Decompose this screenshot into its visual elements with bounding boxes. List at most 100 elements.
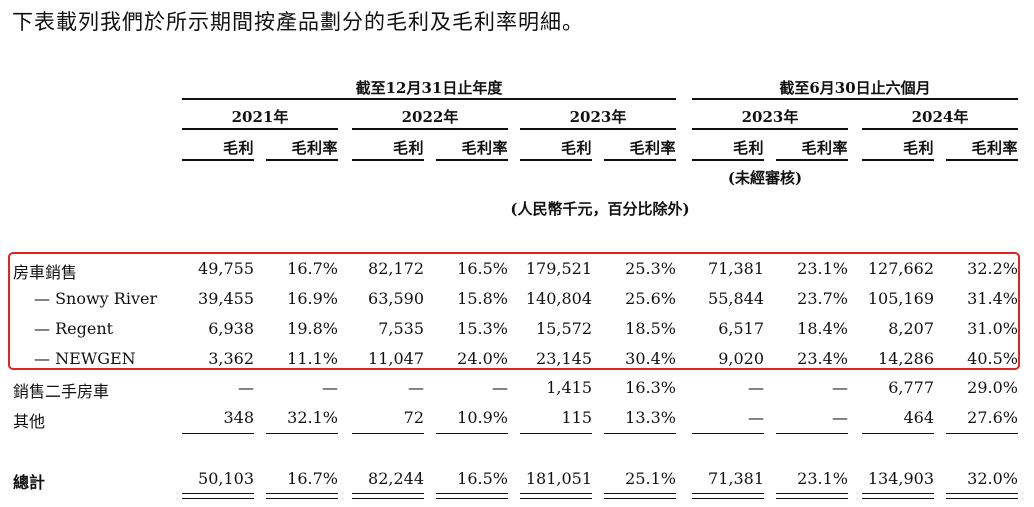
- table-cell: 3,362: [208, 349, 254, 368]
- table-cell: 72: [403, 408, 424, 427]
- subtotal-rule: [692, 433, 764, 434]
- row-label: 房車銷售: [13, 263, 78, 282]
- subheader-gross-profit: 毛利: [222, 139, 254, 157]
- subtotal-rule: [776, 433, 848, 434]
- table-cell: 16.9%: [287, 289, 338, 308]
- table-cell: 1,415: [546, 378, 592, 397]
- total-label: 總計: [13, 473, 46, 492]
- table-cell: 23.1%: [797, 469, 848, 488]
- subheader-gross-margin: 毛利率: [801, 139, 848, 157]
- rule-subheader: [946, 159, 1018, 161]
- row-label: — Snowy River: [34, 289, 158, 308]
- rule-year-2023-h1: [692, 128, 848, 130]
- table-cell: 25.1%: [625, 469, 676, 488]
- table-cell: 16.3%: [625, 378, 676, 397]
- subheader-gross-profit: 毛利: [560, 139, 592, 157]
- subtotal-rule: [266, 433, 338, 434]
- subtotal-rule: [520, 433, 592, 434]
- subtotal-rule: [352, 433, 424, 434]
- table-cell: 6,517: [718, 319, 764, 338]
- table-cell: 6,938: [208, 319, 254, 338]
- subheader-gross-profit: 毛利: [392, 139, 424, 157]
- row-label: 銷售二手房車: [13, 382, 110, 401]
- rule-year-2023: [520, 128, 676, 130]
- table-cell: 82,172: [368, 259, 424, 278]
- table-cell: —: [832, 378, 848, 397]
- rule-subheader: [692, 159, 764, 161]
- table-cell: 55,844: [708, 289, 764, 308]
- rule-full-year: [182, 98, 676, 100]
- table-cell: 15.8%: [457, 289, 508, 308]
- table-cell: 11,047: [368, 349, 424, 368]
- rule-subheader: [776, 159, 848, 161]
- subheader-gross-profit: 毛利: [732, 139, 764, 157]
- table-cell: 32.2%: [967, 259, 1018, 278]
- table-cell: 32.0%: [967, 469, 1018, 488]
- table-cell: 179,521: [525, 259, 592, 278]
- rule-subheader: [352, 159, 424, 161]
- total-double-rule: [946, 493, 1018, 499]
- table-cell: 134,903: [867, 469, 934, 488]
- table-cell: 32.1%: [287, 408, 338, 427]
- table-cell: —: [748, 378, 764, 397]
- table-cell: 181,051: [525, 469, 592, 488]
- table-cell: 11.1%: [287, 349, 338, 368]
- table-cell: 31.0%: [967, 319, 1018, 338]
- row-label: — NEWGEN: [34, 349, 136, 368]
- rule-year-2022: [352, 128, 508, 130]
- table-cell: 40.5%: [967, 349, 1018, 368]
- table-cell: —: [748, 408, 764, 427]
- table-cell: 29.0%: [967, 378, 1018, 397]
- rule-subheader: [266, 159, 338, 161]
- subheader-gross-margin: 毛利率: [629, 139, 676, 157]
- subtotal-rule: [182, 433, 254, 434]
- table-cell: 8,207: [888, 319, 934, 338]
- header-year-2023-h1: 2023年: [741, 108, 799, 126]
- table-cell: 348: [223, 408, 254, 427]
- header-year-2021: 2021年: [231, 108, 289, 126]
- table-cell: 127,662: [867, 259, 934, 278]
- total-double-rule: [776, 493, 848, 499]
- table-cell: 140,804: [525, 289, 592, 308]
- rule-year-2021: [182, 128, 338, 130]
- unaudited-note: (未經審核): [727, 169, 803, 187]
- table-cell: 16.7%: [287, 259, 338, 278]
- intro-text: 下表載列我們於所示期間按產品劃分的毛利及毛利率明細。: [12, 10, 584, 34]
- table-cell: 18.5%: [625, 319, 676, 338]
- subtotal-rule: [436, 433, 508, 434]
- table-cell: 71,381: [708, 259, 764, 278]
- total-double-rule: [436, 493, 508, 499]
- table-cell: —: [492, 378, 508, 397]
- rule-six-months: [692, 98, 1018, 100]
- total-double-rule: [182, 493, 254, 499]
- total-double-rule: [604, 493, 676, 499]
- row-label: — Regent: [34, 319, 114, 338]
- total-double-rule: [352, 493, 424, 499]
- table-cell: 15,572: [536, 319, 592, 338]
- header-six-months: 截至6月30日止六個月: [779, 79, 931, 97]
- table-cell: 7,535: [378, 319, 424, 338]
- table-cell: 23.4%: [797, 349, 848, 368]
- table-cell: 13.3%: [625, 408, 676, 427]
- table-cell: —: [238, 378, 254, 397]
- table-cell: 71,381: [708, 469, 764, 488]
- rule-subheader: [862, 159, 934, 161]
- total-double-rule: [692, 493, 764, 499]
- header-year-2022: 2022年: [401, 108, 459, 126]
- header-year-2024-h1: 2024年: [911, 108, 969, 126]
- header-year-2023: 2023年: [569, 108, 627, 126]
- table-cell: 14,286: [878, 349, 934, 368]
- table-cell: 23.1%: [797, 259, 848, 278]
- table-cell: 30.4%: [625, 349, 676, 368]
- table-cell: 16.5%: [457, 259, 508, 278]
- rule-subheader: [520, 159, 592, 161]
- table-cell: 9,020: [718, 349, 764, 368]
- table-cell: 50,103: [198, 469, 254, 488]
- table-cell: 23.7%: [797, 289, 848, 308]
- table-cell: 464: [903, 408, 934, 427]
- rule-subheader: [604, 159, 676, 161]
- rule-subheader: [436, 159, 508, 161]
- subtotal-rule: [946, 433, 1018, 434]
- rule-year-2024-h1: [862, 128, 1018, 130]
- table-cell: —: [408, 378, 424, 397]
